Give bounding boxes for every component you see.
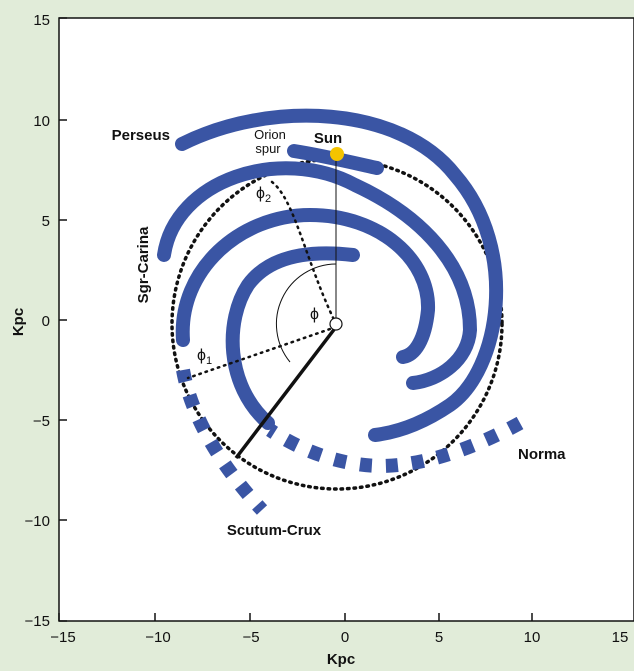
phi1-symbol: ϕ [197,347,206,364]
phi2-subscript: 2 [265,193,271,205]
bar-line [234,325,338,460]
x-tick-label: −5 [242,629,259,646]
x-tick-label: −10 [145,629,170,646]
phi1-dotted-line [186,325,338,380]
phi2-symbol: ϕ [256,185,265,202]
label-norma: Norma [518,446,566,463]
label-orion-line1: Orion [254,127,286,142]
x-tick-label: 15 [612,629,629,646]
y-tick-label: 15 [33,12,50,29]
y-axis-title: Kpc [10,308,27,336]
plot-area [58,17,634,622]
y-tick-label: −5 [33,413,50,430]
y-tick-label: 0 [42,313,50,330]
spiral-arms [157,108,504,442]
arm-scutum-crux-dashed [176,368,268,515]
arm-sgr-carina-outer [157,161,478,390]
x-tick-label: 10 [524,629,541,646]
label-phi: ϕ [310,306,319,323]
phi2-dotted-line [270,180,338,326]
x-axis-title: Kpc [327,651,355,668]
y-tick-label: −10 [25,513,50,530]
y-tick-label: −15 [25,613,50,630]
arm-sgr-carina-inner [175,207,436,364]
y-tick-label: 5 [42,213,50,230]
label-phi1: ϕ1 [197,347,212,367]
x-tick-label: −15 [50,629,75,646]
solar-circle [170,157,504,491]
sun-marker [330,147,344,161]
phi1-subscript: 1 [206,355,212,367]
arm-scutum-inner [225,246,360,430]
y-axis-ticks [59,17,67,622]
label-scutum-crux: Scutum-Crux [227,522,322,539]
label-sun: Sun [314,130,342,147]
label-sgr-carina: Sgr-Carina [135,226,152,303]
label-perseus: Perseus [112,127,170,144]
x-tick-label: 5 [435,629,443,646]
x-tick-label: 0 [341,629,349,646]
y-tick-label: 10 [33,113,50,130]
label-phi2: ϕ2 [256,185,271,205]
arm-perseus [175,108,504,442]
galactic-center-marker [329,317,343,331]
x-axis-ticks [58,613,533,621]
dashed-arms [176,368,524,515]
label-orion-line2: spur [255,141,281,156]
